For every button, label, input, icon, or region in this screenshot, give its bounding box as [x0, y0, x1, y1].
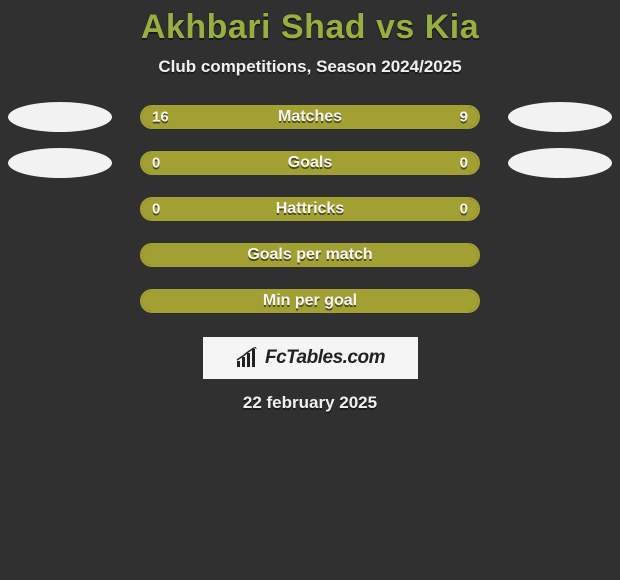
stat-value-right: 0	[460, 201, 468, 218]
stat-row: Min per goal	[0, 289, 620, 313]
stat-row: 0 0 Hattricks	[0, 197, 620, 221]
stat-bar: Min per goal	[140, 289, 480, 313]
stat-value-left: 16	[152, 109, 169, 126]
stat-bar: Goals per match	[140, 243, 480, 267]
stat-row: 16 9 Matches	[0, 105, 620, 129]
stat-label: Matches	[278, 108, 342, 126]
stat-bar: 0 0 Hattricks	[140, 197, 480, 221]
stat-label: Goals	[288, 154, 332, 172]
stats-rows: 16 9 Matches 0 0 Goals 0 0 Hattricks Goals per ma…	[0, 105, 620, 313]
stat-row: 0 0 Goals	[0, 151, 620, 175]
stat-value-right: 0	[460, 155, 468, 172]
player-badge-left	[8, 102, 112, 132]
chart-icon	[235, 347, 261, 369]
comparison-widget: Akhbari Shad vs Kia Club competitions, S…	[0, 0, 620, 413]
logo-text: FcTables.com	[265, 347, 385, 369]
stat-row: Goals per match	[0, 243, 620, 267]
stat-value-left: 0	[152, 201, 160, 218]
player-badge-right	[508, 148, 612, 178]
stat-label: Min per goal	[263, 292, 357, 310]
stat-bar: 16 9 Matches	[140, 105, 480, 129]
stat-value-left: 0	[152, 155, 160, 172]
player-badge-right	[508, 102, 612, 132]
player-badge-left	[8, 148, 112, 178]
stat-label: Hattricks	[276, 200, 344, 218]
stat-value-right: 9	[460, 109, 468, 126]
fctables-logo[interactable]: FcTables.com	[203, 337, 418, 379]
page-title: Akhbari Shad vs Kia	[141, 8, 479, 47]
subtitle: Club competitions, Season 2024/2025	[158, 57, 461, 77]
stat-bar: 0 0 Goals	[140, 151, 480, 175]
stat-label: Goals per match	[247, 246, 372, 264]
date-label: 22 february 2025	[243, 393, 377, 413]
